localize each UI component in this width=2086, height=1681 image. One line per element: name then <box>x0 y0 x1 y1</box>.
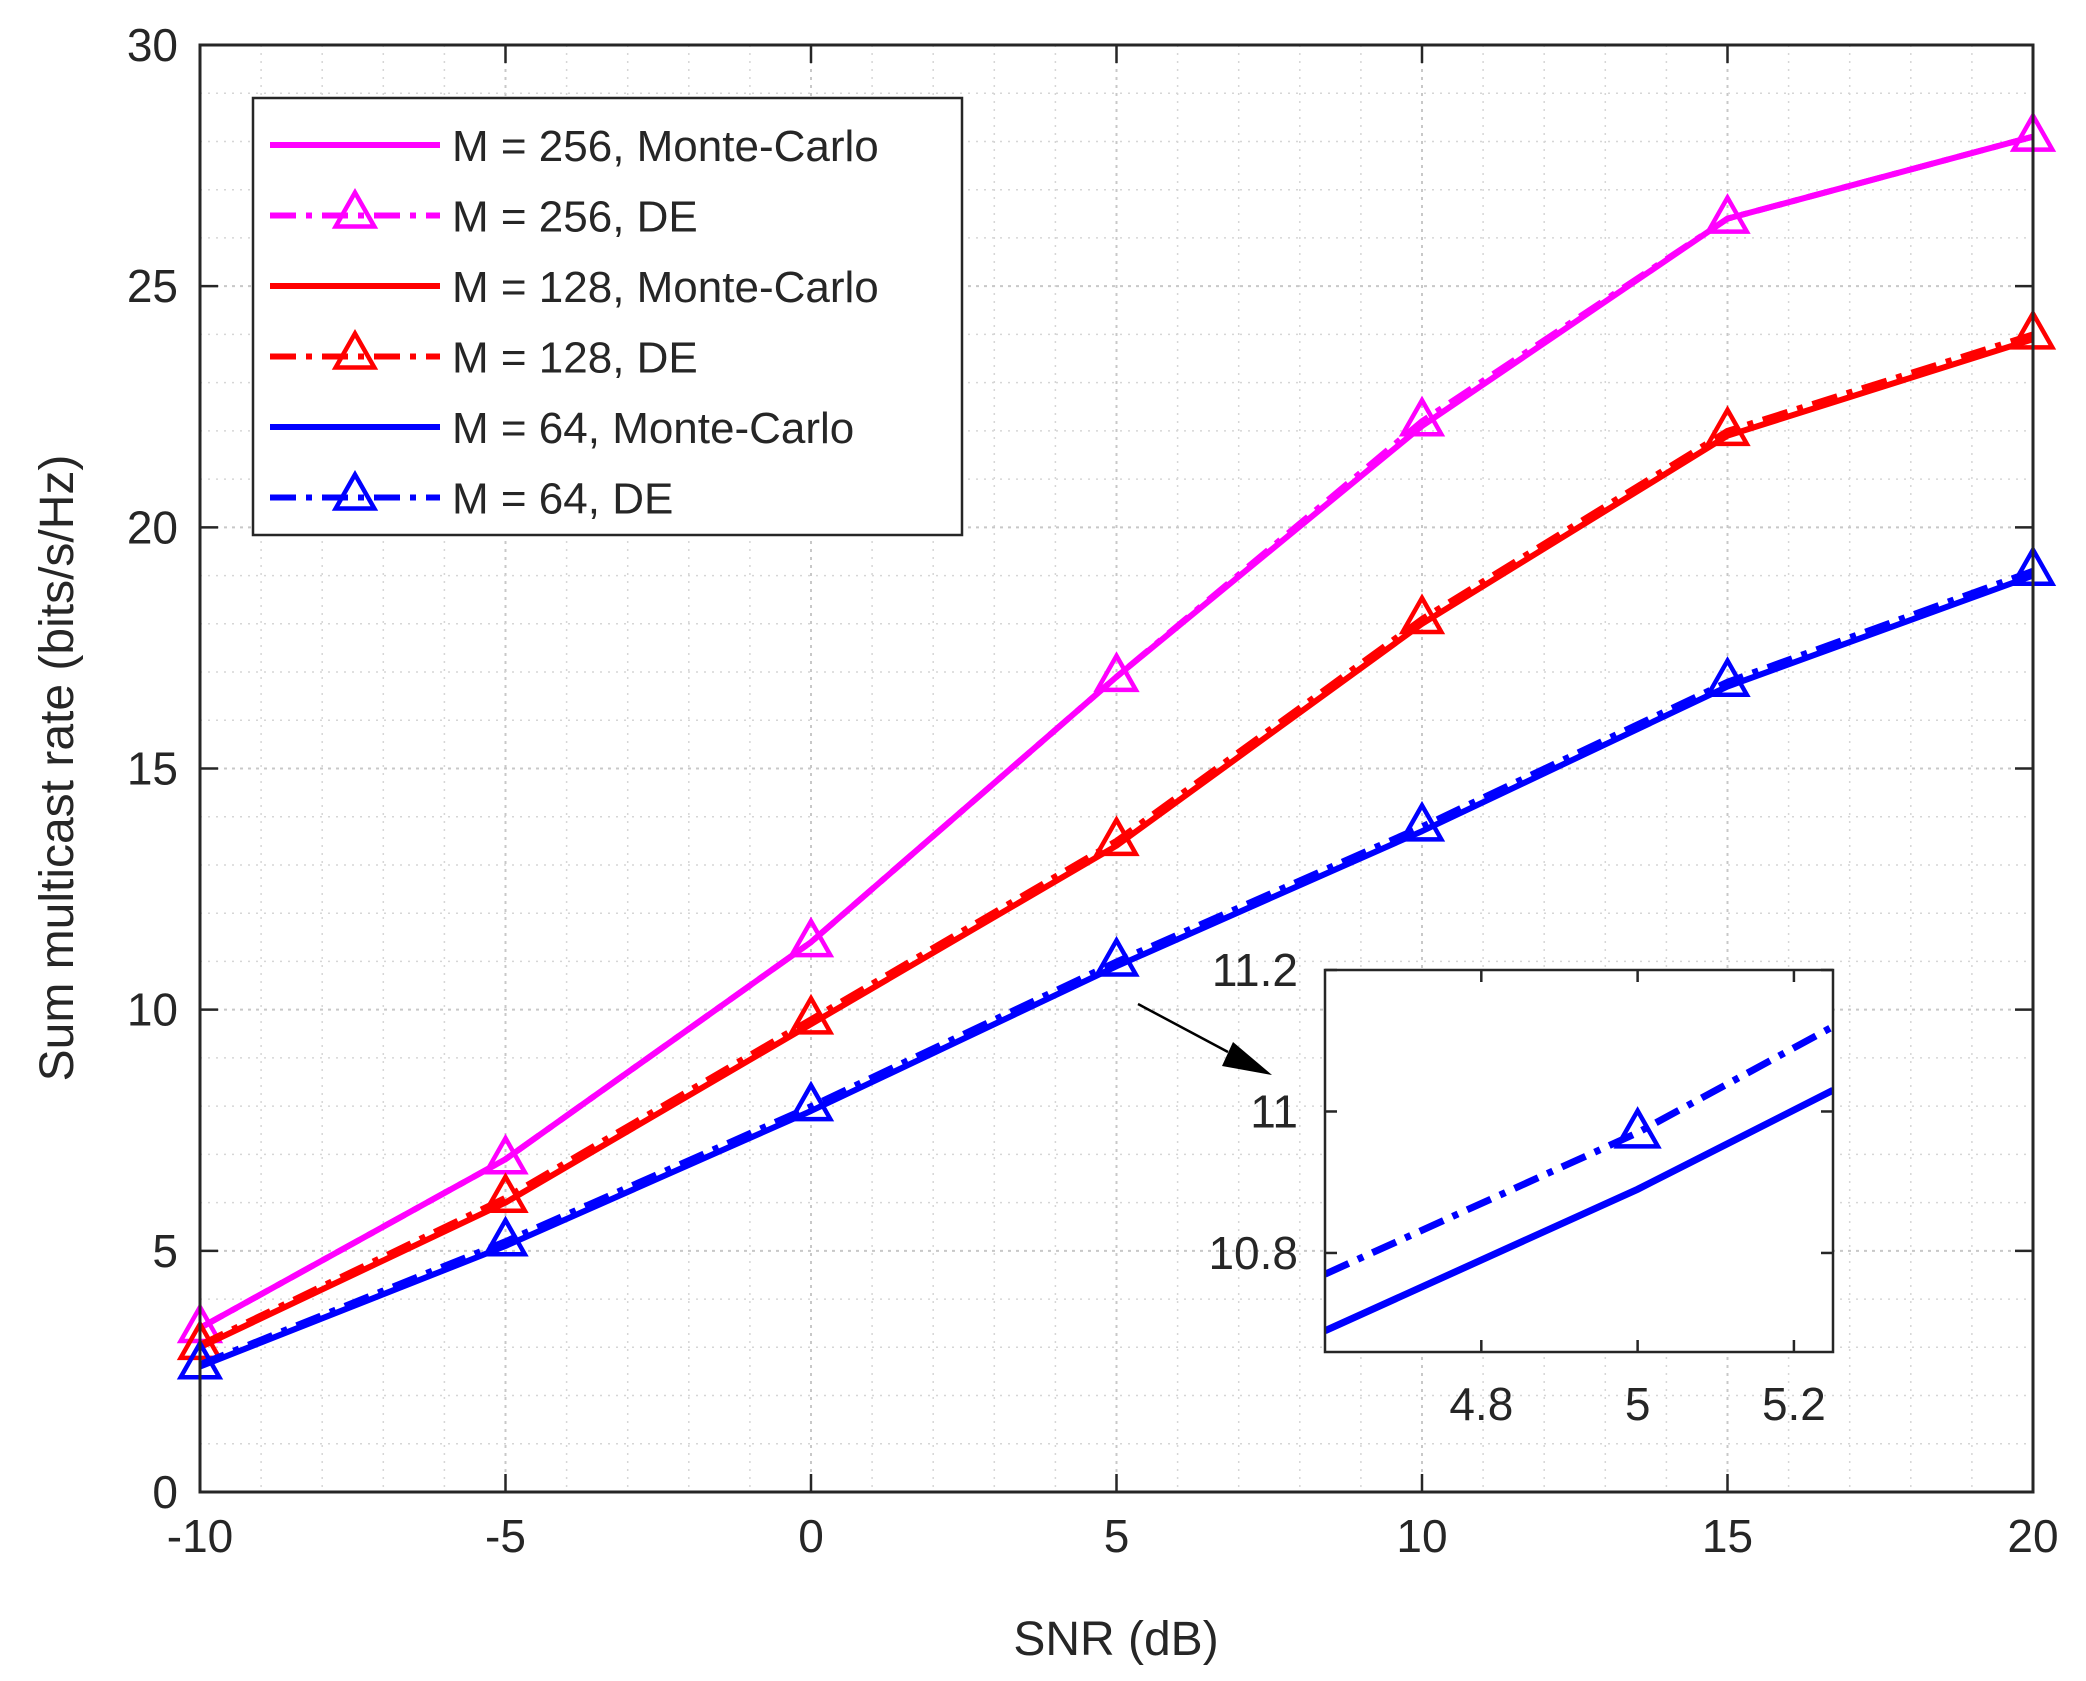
legend-label: M = 256, DE <box>452 193 698 242</box>
inset-y-tick-label: 10.8 <box>1208 1227 1298 1279</box>
data-point-marker <box>1704 193 1751 234</box>
inset-x-tick-label: 4.8 <box>1449 1378 1513 1430</box>
axis-ticks: -10 -5 0 5 10 15 20 0 5 10 15 20 25 30 <box>127 19 2059 1562</box>
legend: M = 256, Monte-Carlo M = 256, DE M = 128, … <box>251 96 964 537</box>
data-point-marker <box>1704 656 1751 697</box>
data-point-marker <box>482 1172 529 1214</box>
legend-label: M = 128, Monte-Carlo <box>452 263 879 312</box>
inset-plot: 4.8 5 5.2 10.8 11 11.2 <box>1208 944 1835 1430</box>
x-tick-label: 0 <box>798 1510 824 1562</box>
series-line <box>198 133 2034 1331</box>
zoom-arrow-icon <box>1137 1002 1272 1075</box>
legend-label: M = 64, Monte-Carlo <box>452 404 854 453</box>
legend-marker <box>331 469 379 511</box>
y-tick-label: 0 <box>152 1466 178 1518</box>
data-point-marker <box>482 1133 529 1175</box>
legend-label: M = 128, DE <box>452 334 698 383</box>
x-tick-label: -10 <box>167 1510 233 1562</box>
inset-frame <box>1323 968 1835 1354</box>
x-tick-label: 5 <box>1104 1510 1130 1562</box>
data-point-marker <box>1398 593 1446 635</box>
inset-series-line <box>1325 1023 1833 1278</box>
data-point-marker <box>1093 815 1140 857</box>
x-tick-label: -5 <box>485 1510 526 1562</box>
x-axis-label: SNR (dB) <box>1013 1613 1218 1666</box>
y-axis-label: Sum multicast rate (bits/s/Hz) <box>31 455 84 1082</box>
series-group <box>176 111 2057 1380</box>
data-point-marker <box>1398 800 1446 842</box>
legend-marker <box>331 328 379 370</box>
x-tick-label: 20 <box>2007 1510 2058 1562</box>
data-point-marker <box>787 916 835 958</box>
legend-marker <box>331 187 379 229</box>
series-line <box>198 572 2035 1370</box>
y-tick-label: 15 <box>127 743 178 795</box>
legend-label: M = 64, DE <box>452 475 673 524</box>
data-point-marker <box>1093 935 1140 977</box>
inset-y-tick-label: 11 <box>1250 1085 1298 1137</box>
data-point-marker <box>1704 405 1751 447</box>
data-point-marker <box>787 1080 835 1122</box>
inset-axis-ticks: 4.8 5 5.2 10.8 11 11.2 <box>1208 944 1833 1430</box>
inset-series-line <box>1325 1087 1833 1334</box>
legend-box <box>251 96 964 537</box>
series-line <box>198 567 2035 1367</box>
inset-data-point-marker <box>1613 1106 1662 1149</box>
data-point-marker <box>787 993 835 1035</box>
inset-y-tick-label: 11.2 <box>1212 944 1298 996</box>
x-tick-label: 15 <box>1702 1510 1753 1562</box>
data-point-marker <box>1093 651 1140 693</box>
y-tick-label: 10 <box>127 984 178 1036</box>
inset-x-tick-label: 5.2 <box>1762 1378 1826 1430</box>
series-line <box>198 331 2034 1348</box>
y-tick-label: 5 <box>152 1225 178 1277</box>
y-tick-label: 20 <box>127 501 178 553</box>
series-line <box>198 336 2034 1351</box>
x-tick-label: 10 <box>1396 1510 1447 1562</box>
y-tick-label: 30 <box>127 19 178 71</box>
inset-x-tick-label: 5 <box>1625 1378 1651 1430</box>
inset-series-group <box>1325 1023 1833 1334</box>
data-point-marker <box>1398 395 1446 437</box>
data-point-marker <box>482 1215 529 1257</box>
y-tick-label: 25 <box>127 260 178 312</box>
legend-label: M = 256, Monte-Carlo <box>452 122 879 171</box>
